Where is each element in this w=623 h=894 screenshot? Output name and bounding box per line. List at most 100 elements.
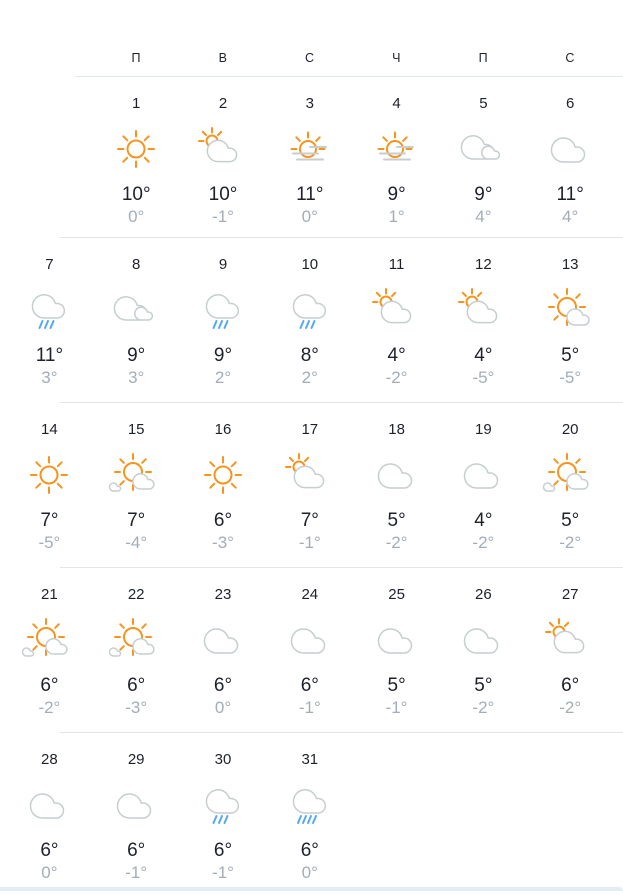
high-temp: 4° [474, 510, 493, 531]
weather-icon-box [367, 453, 427, 499]
day-cell-17[interactable]: 17 7° -1° [266, 403, 353, 568]
calendar-weeks: 1 10° 0° 2 10° -1° 3 11° 0° 4 9° 1° 5 9° 4° 6 11° 4° 7 11° 3… [0, 77, 623, 894]
rain-icon [205, 294, 240, 329]
rain-icon [205, 789, 240, 824]
weather-icon-box [106, 288, 166, 334]
day-cell-5[interactable]: 5 9° 4° [440, 77, 527, 238]
weather-icon-box [453, 453, 513, 499]
partly-cloudy-icon [545, 618, 585, 654]
low-temp: 4° [475, 207, 492, 226]
day-cell-9[interactable]: 9 9° 2° [180, 238, 267, 403]
cloud-icon [377, 463, 412, 489]
sun-icon [117, 130, 156, 168]
weather-icon-box [280, 453, 340, 499]
weather-icon-box [280, 127, 340, 173]
low-temp: -1° [298, 533, 321, 552]
day-number: 21 [41, 586, 58, 603]
day-cell-16[interactable]: 16 6° -3° [180, 403, 267, 568]
weather-icon-box [19, 783, 79, 829]
day-cell-11[interactable]: 11 4° -2° [353, 238, 440, 403]
weather-icon-box [106, 618, 166, 664]
day-cell-25[interactable]: 25 5° -1° [353, 568, 440, 733]
day-cell-empty [353, 733, 440, 894]
day-number: 2 [218, 95, 228, 112]
day-cell-23[interactable]: 23 6° 0° [180, 568, 267, 733]
low-temp: 0° [214, 698, 232, 717]
weather-icon-box [106, 127, 166, 173]
weather-icon-box [193, 783, 253, 829]
high-temp: 6° [561, 675, 580, 696]
low-temp: -2° [472, 698, 495, 717]
day-cell-29[interactable]: 29 6° -1° [93, 733, 180, 894]
day-cell-3[interactable]: 3 11° 0° [266, 77, 353, 238]
rain-icon [32, 294, 66, 329]
weather-icon-box [106, 783, 166, 829]
partly-cloudy-icon [371, 288, 411, 324]
low-temp: -2° [385, 368, 408, 387]
day-cell-13[interactable]: 13 5° -5° [527, 238, 614, 403]
high-temp: 6° [213, 510, 233, 531]
sun-cloud-icon [548, 288, 590, 326]
weather-icon-box [540, 453, 600, 499]
sun-icon [203, 456, 242, 494]
cloud-icon [464, 628, 499, 654]
week-row: 21 6° -2° 22 6° -3° 23 6° 0° 24 6° -1° 25 5° -1° 26 5° -2… [0, 568, 623, 733]
low-temp: -1° [385, 698, 408, 717]
week-row: 14 7° -5° 15 7° -4° 16 6° -3° 17 7° -1° 18 5° -2° 19 4° -… [0, 403, 623, 568]
day-cell-21[interactable]: 21 6° -2° [6, 568, 93, 733]
high-temp: 7° [300, 510, 319, 531]
day-cell-2[interactable]: 2 10° -1° [180, 77, 267, 238]
day-cell-19[interactable]: 19 4° -2° [440, 403, 527, 568]
day-cell-7[interactable]: 7 11° 3° [6, 238, 93, 403]
day-cell-22[interactable]: 22 6° -3° [93, 568, 180, 733]
cloud-icon [464, 463, 499, 489]
day-number: 8 [132, 256, 141, 273]
day-cell-empty [6, 77, 93, 238]
day-cell-30[interactable]: 30 6° -1° [180, 733, 267, 894]
high-temp: 9° [127, 345, 146, 366]
low-temp: -1° [298, 698, 321, 717]
weather-icon-box [19, 618, 79, 664]
low-temp: -1° [125, 863, 148, 882]
high-temp: 7° [127, 510, 146, 531]
day-cell-24[interactable]: 24 6° -1° [266, 568, 353, 733]
partly-cloudy-icon [458, 288, 498, 324]
week-row: 28 6° 0° 29 6° -1° 30 6° -1° 31 6° 0° [0, 733, 623, 894]
high-temp: 9° [213, 345, 233, 366]
day-cell-20[interactable]: 20 5° -2° [527, 403, 614, 568]
day-cell-15[interactable]: 15 7° -4° [93, 403, 180, 568]
day-cell-14[interactable]: 14 7° -5° [6, 403, 93, 568]
high-temp: 9° [387, 184, 406, 205]
day-cell-6[interactable]: 6 11° 4° [527, 77, 614, 238]
day-cell-1[interactable]: 1 10° 0° [93, 77, 180, 238]
day-number: 26 [475, 586, 492, 603]
weather-icon-box [367, 288, 427, 334]
header-divider [75, 76, 623, 77]
weather-icon-box [453, 127, 513, 173]
weather-icon-box [367, 127, 427, 173]
day-cell-12[interactable]: 12 4° -5° [440, 238, 527, 403]
high-temp: 11° [35, 345, 64, 366]
day-cell-10[interactable]: 10 8° 2° [266, 238, 353, 403]
mostly-sunny-icon [108, 453, 155, 492]
low-temp: -2° [472, 533, 495, 552]
high-temp: 6° [40, 840, 59, 861]
partly-cloudy-icon [284, 453, 325, 489]
day-cell-18[interactable]: 18 5° -2° [353, 403, 440, 568]
weather-icon-box [193, 618, 253, 664]
high-temp: 10° [121, 184, 151, 205]
day-number: 22 [127, 586, 145, 603]
day-cell-4[interactable]: 4 9° 1° [353, 77, 440, 238]
day-cell-8[interactable]: 8 9° 3° [93, 238, 180, 403]
day-number: 5 [479, 95, 488, 112]
high-temp: 6° [213, 840, 233, 861]
day-cell-26[interactable]: 26 5° -2° [440, 568, 527, 733]
heavy-rain-icon [292, 789, 326, 824]
low-temp: -2° [385, 533, 408, 552]
cloud-icon [290, 628, 325, 654]
day-number: 3 [305, 95, 314, 112]
day-cell-27[interactable]: 27 6° -2° [527, 568, 614, 733]
day-cell-28[interactable]: 28 6° 0° [6, 733, 93, 894]
high-temp: 7° [40, 510, 59, 531]
day-cell-31[interactable]: 31 6° 0° [266, 733, 353, 894]
